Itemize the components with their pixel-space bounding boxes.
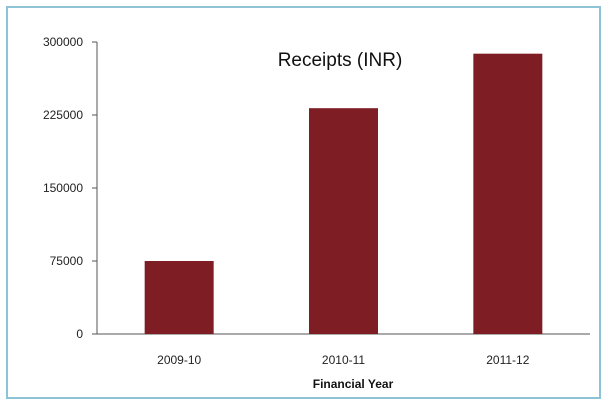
y-tick-label: 150000 — [43, 181, 83, 195]
bars — [144, 53, 543, 335]
x-axis-title: Financial Year — [313, 377, 394, 391]
x-tick-label: 2010-11 — [322, 353, 365, 367]
bar-2009-10 — [144, 261, 214, 334]
y-tick-label: 0 — [76, 327, 83, 341]
y-tick-label: 225000 — [43, 108, 83, 122]
chart-title: Receipts (INR) — [278, 50, 403, 71]
x-tick-label: 2011-12 — [486, 353, 529, 367]
x-axis-ticks: 2009-10 2010-11 2011-12 — [157, 353, 530, 367]
bar-2010-11 — [309, 108, 378, 334]
bar-2011-12 — [473, 53, 543, 335]
x-tick-label: 2009-10 — [157, 353, 201, 367]
y-axis-ticks: 0 75000 150000 225000 300000 — [43, 35, 97, 341]
y-tick-label: 75000 — [50, 254, 84, 268]
y-tick-label: 300000 — [43, 35, 83, 49]
